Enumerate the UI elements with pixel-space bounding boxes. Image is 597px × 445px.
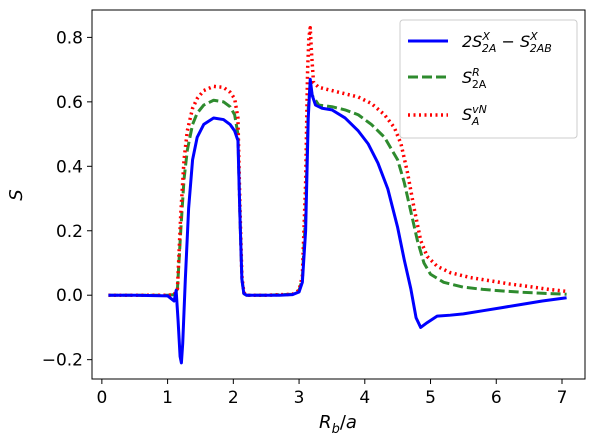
- x-axis-label-rest: /: [340, 412, 347, 433]
- series-line-1: [108, 77, 567, 365]
- y-axis: −0.2 0.0 0.2 0.4 0.6 0.8: [42, 28, 92, 371]
- legend-1-sup: X: [481, 30, 490, 43]
- x-tick-label: 0: [96, 388, 107, 408]
- series-lines: [108, 25, 567, 365]
- legend-2-base: S: [462, 68, 472, 87]
- y-axis-label: S: [6, 189, 27, 200]
- x-tick-label: 5: [425, 388, 436, 408]
- legend-2-sub: 2A: [472, 78, 487, 91]
- legend-1-mid: − S: [496, 32, 530, 51]
- legend-1-sup2: X: [529, 30, 538, 43]
- x-tick-label: 1: [162, 388, 173, 408]
- legend: 2SX 2A − SX 2AB SR 2A SvN A: [399, 19, 578, 139]
- legend-box: [399, 19, 578, 139]
- x-axis-label-base: R: [319, 412, 332, 433]
- x-tick-label: 3: [294, 388, 305, 408]
- y-tick-label: 0.2: [56, 222, 83, 242]
- x-tick-label: 6: [491, 388, 502, 408]
- x-axis: 0 1 2 3 4 5 6 7: [96, 379, 567, 408]
- y-tick-label: 0.4: [56, 157, 83, 177]
- x-axis-label-sub: b: [332, 422, 340, 437]
- y-tick-label: 0.6: [56, 93, 83, 113]
- legend-3-base: S: [462, 105, 472, 124]
- legend-3-sub: A: [471, 115, 480, 128]
- plot-frame: [91, 9, 586, 380]
- x-axis-label: Rb/a: [319, 412, 357, 437]
- x-tick-label: 4: [359, 388, 370, 408]
- legend-2-sup: R: [472, 66, 480, 79]
- legend-1-sub2: 2AB: [530, 42, 552, 55]
- x-tick-label: 2: [228, 388, 239, 408]
- legend-1-sub: 2A: [482, 42, 497, 55]
- legend-label-series-3: SvN A: [462, 103, 487, 128]
- x-tick-label: 7: [557, 388, 568, 408]
- legend-1-base: 2S: [462, 32, 482, 51]
- y-tick-label: −0.2: [42, 351, 83, 371]
- y-tick-label: 0.8: [56, 28, 83, 48]
- legend-label-series-1: 2SX 2A − SX 2AB: [462, 30, 552, 55]
- legend-3-sup: vN: [472, 103, 487, 116]
- y-tick-label: 0.0: [56, 286, 83, 306]
- legend-label-series-2: SR 2A: [462, 66, 487, 91]
- x-axis-label-a: a: [346, 412, 357, 433]
